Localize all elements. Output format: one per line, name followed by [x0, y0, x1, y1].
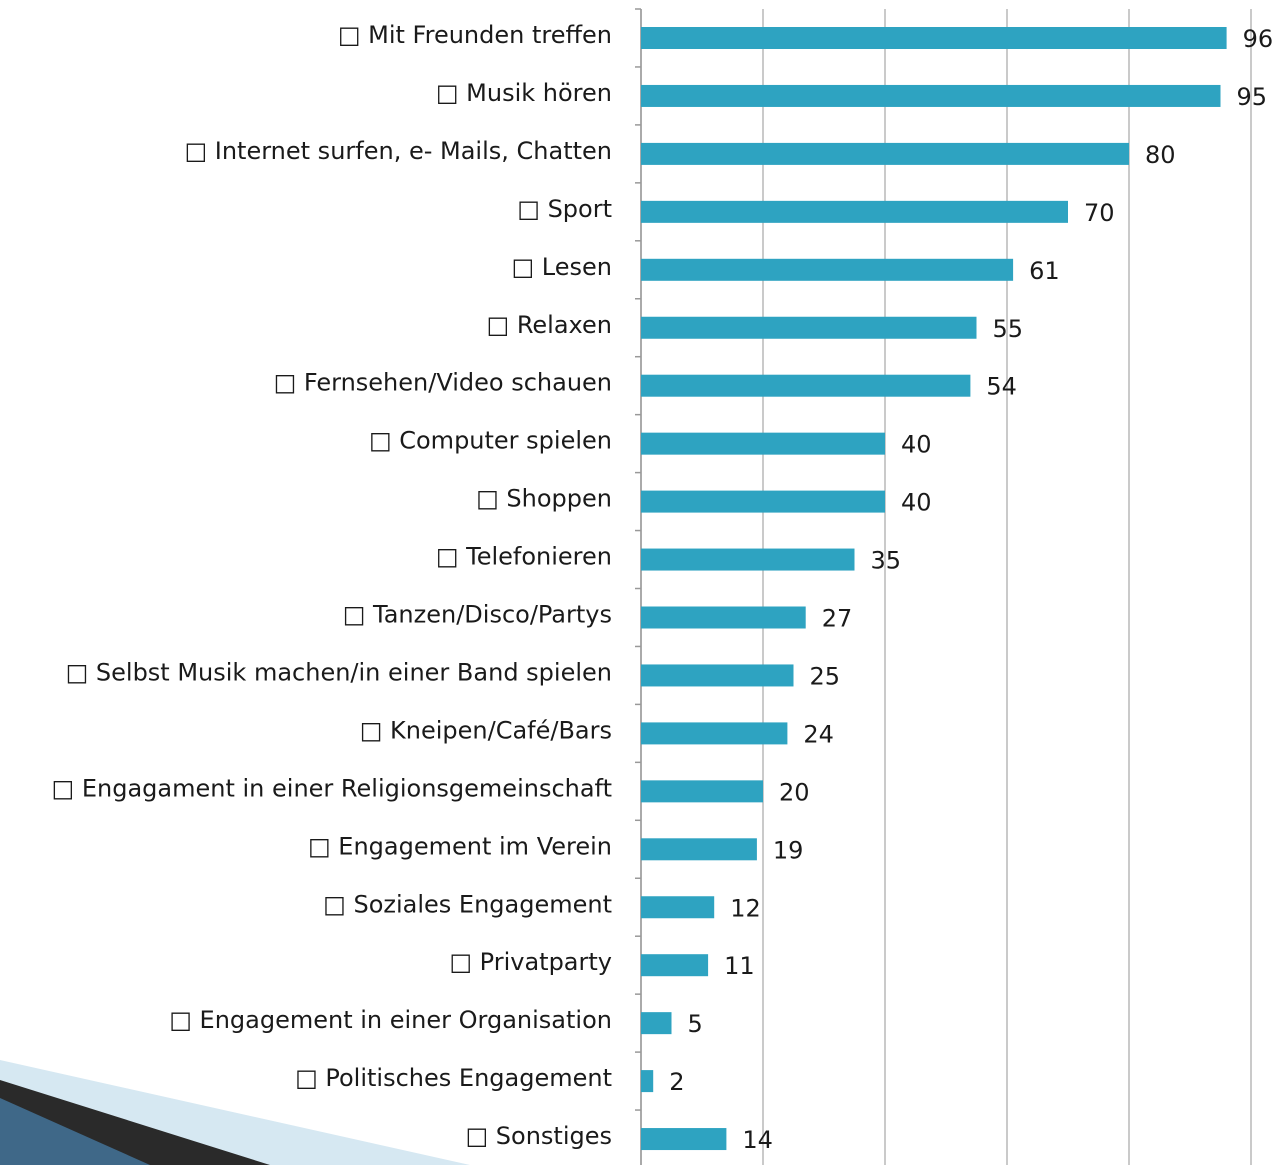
- category-label: □ Politisches Engagement: [295, 1064, 612, 1092]
- category-label: □ Telefonieren: [436, 543, 612, 571]
- category-label: □ Shoppen: [476, 485, 612, 513]
- bar: [641, 142, 1129, 165]
- value-label: 5: [688, 1010, 703, 1038]
- bar: [641, 27, 1227, 49]
- value-label: 24: [803, 720, 834, 748]
- decoration: [0, 1060, 470, 1165]
- value-label: 80: [1145, 141, 1176, 169]
- category-label: □ Soziales Engagement: [323, 890, 612, 918]
- category-label: □ Selbst Musik machen/in einer Band spie…: [66, 658, 612, 686]
- category-label: □ Fernsehen/Video schauen: [274, 369, 612, 397]
- category-label: □ Sport: [517, 195, 612, 223]
- value-label: 96: [1243, 25, 1274, 53]
- value-label: 70: [1084, 199, 1115, 227]
- bar: [641, 432, 885, 455]
- bar: [641, 200, 1068, 223]
- value-label: 14: [742, 1126, 773, 1154]
- bar: [641, 374, 971, 397]
- bar: [641, 780, 763, 803]
- category-label: □ Musik hören: [436, 79, 612, 107]
- category-label: □ Kneipen/Café/Bars: [360, 716, 612, 744]
- value-label: 27: [822, 605, 853, 633]
- value-label: 25: [810, 662, 841, 690]
- bar: [641, 896, 715, 919]
- bar: [641, 1012, 672, 1035]
- bar: [641, 548, 855, 571]
- category-label: □ Tanzen/Disco/Partys: [343, 601, 612, 629]
- value-label: 61: [1029, 257, 1060, 285]
- bar: [641, 664, 794, 687]
- category-label: □ Privatparty: [449, 948, 612, 976]
- bar: [641, 606, 806, 629]
- category-label: □ Lesen: [512, 253, 613, 281]
- value-label: 55: [993, 315, 1024, 343]
- category-label: □ Sonstiges: [465, 1122, 612, 1150]
- category-label: □ Internet surfen, e- Mails, Chatten: [184, 137, 612, 165]
- bar: [641, 722, 788, 745]
- value-label: 12: [730, 894, 761, 922]
- category-label: □ Engagement im Verein: [308, 832, 612, 860]
- value-label: 35: [871, 547, 902, 575]
- bar: [641, 258, 1014, 281]
- value-label: 40: [901, 431, 932, 459]
- value-label: 40: [901, 489, 932, 517]
- bar: [641, 84, 1221, 107]
- bar: [641, 1070, 654, 1093]
- bar: [641, 1128, 727, 1151]
- value-label: 54: [986, 373, 1017, 401]
- bar: [641, 316, 977, 339]
- value-label: 20: [779, 778, 810, 806]
- value-label: 11: [724, 952, 755, 980]
- value-label: 95: [1237, 83, 1268, 111]
- category-label: □ Engagament in einer Religionsgemeinsch…: [52, 774, 612, 802]
- value-label: 2: [669, 1068, 684, 1096]
- value-label: 19: [773, 836, 804, 864]
- category-label: □ Engagement in einer Organisation: [169, 1006, 612, 1034]
- bar: [641, 838, 757, 861]
- category-label: □ Computer spielen: [369, 427, 612, 455]
- category-label: □ Relaxen: [487, 311, 612, 339]
- bar: [641, 490, 885, 513]
- bar: [641, 954, 709, 977]
- category-label: □ Mit Freunden treffen: [338, 21, 612, 49]
